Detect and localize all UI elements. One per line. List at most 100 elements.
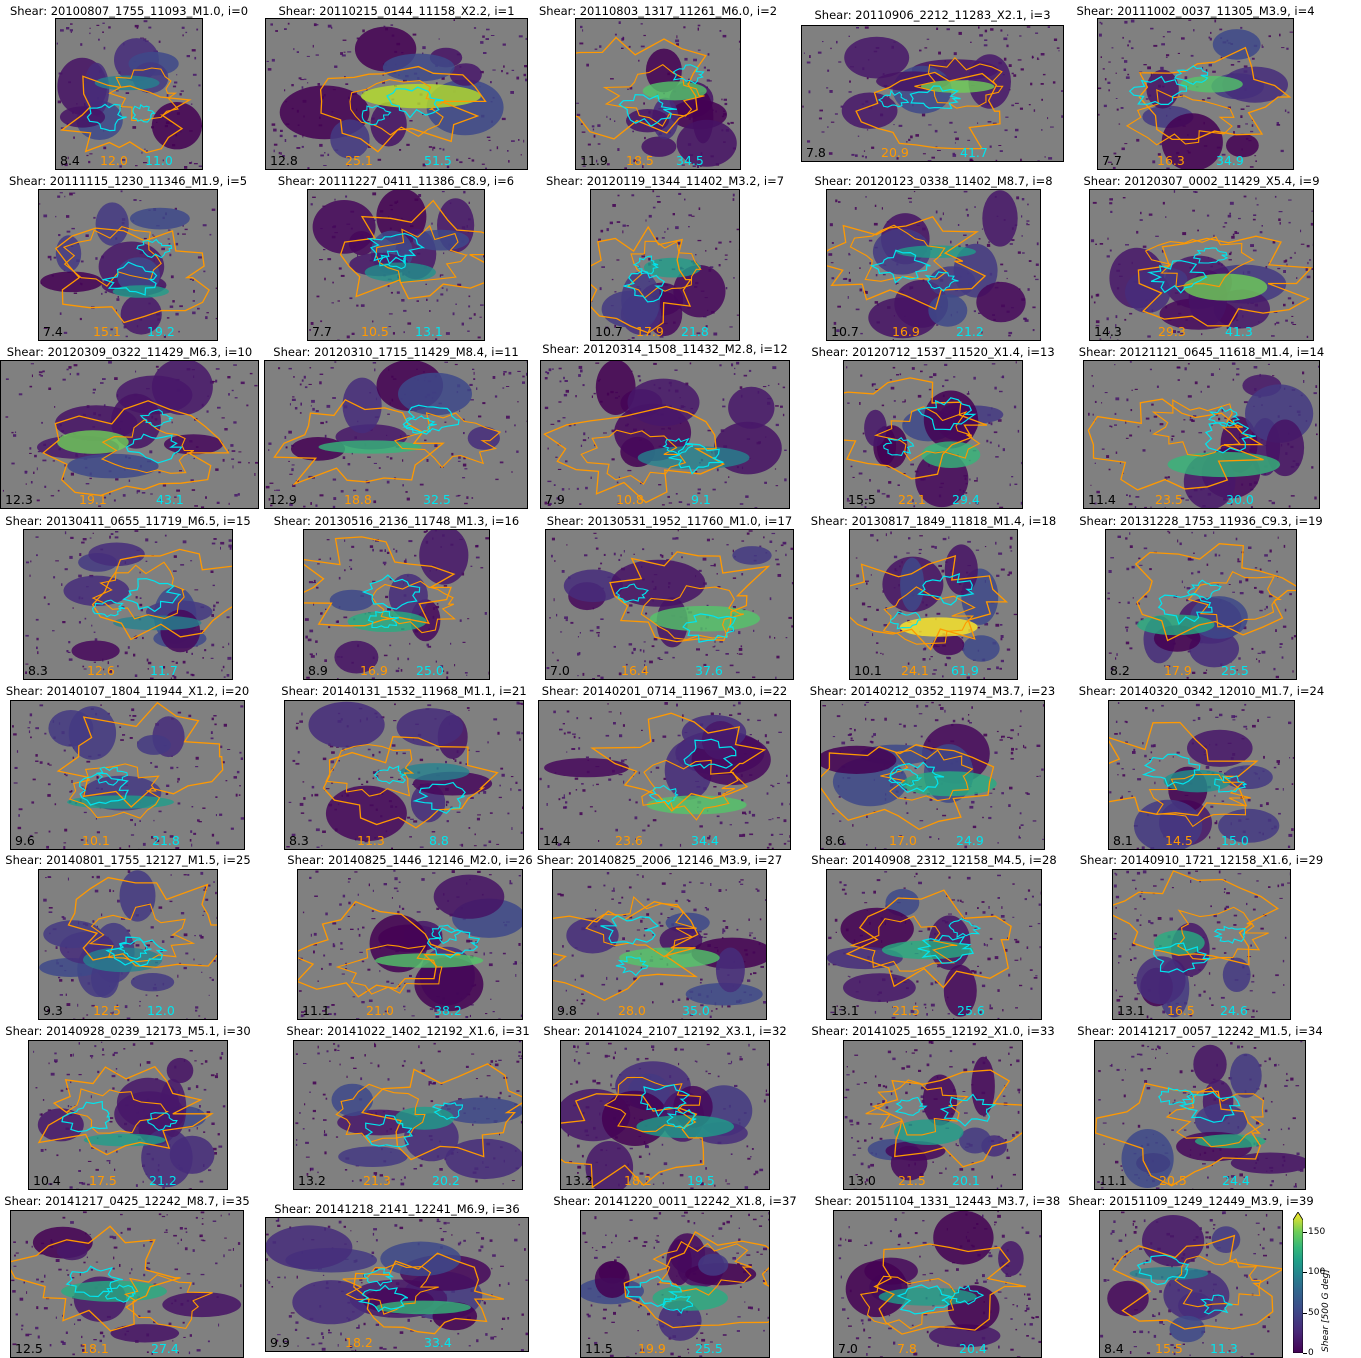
- shear-map: 7.4 15.1 19.2: [38, 189, 218, 341]
- colorbar-tick-mark: [1303, 1232, 1307, 1234]
- panel-value-2: 29.3: [1158, 324, 1186, 339]
- panel-title: Shear: 20141025_1655_12192_X1.0, i=33: [811, 1024, 1055, 1038]
- panel-value-1: 11.1: [302, 1003, 330, 1018]
- shear-field: [1098, 19, 1293, 169]
- shear-map: 9.3 12.5 12.0: [38, 869, 218, 1020]
- panel-value-3: 13.1: [415, 324, 443, 339]
- panel-value-1: 12.3: [5, 492, 33, 507]
- panel-value-3: 43.1: [156, 492, 184, 507]
- panel-value-2: 15.1: [93, 324, 121, 339]
- panel-value-1: 8.6: [825, 833, 845, 848]
- panel-value-3: 33.4: [424, 1335, 452, 1350]
- panel-value-1: 13.1: [831, 1003, 859, 1018]
- shear-field: [581, 1211, 769, 1357]
- panel-value-3: 25.5: [1221, 663, 1249, 678]
- panel-value-1: 14.3: [1094, 324, 1122, 339]
- shear-field: [1090, 190, 1313, 340]
- shear-field: [543, 361, 787, 508]
- panel-value-3: 24.6: [1220, 1003, 1248, 1018]
- panel-title: Shear: 20140910_1721_12158_X1.6, i=29: [1079, 853, 1324, 867]
- panel-value-1: 8.2: [1110, 663, 1130, 678]
- panel-value-2: 20.9: [881, 145, 909, 160]
- panel-value-2: 12.0: [100, 153, 128, 168]
- panel-value-2: 17.9: [1164, 663, 1192, 678]
- colorbar-tick-mark: [1303, 1353, 1307, 1354]
- panel-value-2: 21.5: [898, 1173, 926, 1188]
- panel-value-3: 37.6: [695, 663, 723, 678]
- shear-field: [591, 190, 739, 340]
- panel-value-1: 10.1: [854, 663, 882, 678]
- panel-value-3: 41.3: [1225, 324, 1253, 339]
- panel-title: Shear: 20130411_0655_11719_M6.5, i=15: [5, 514, 251, 528]
- shear-map: 7.0 16.4 37.6: [545, 529, 794, 680]
- panel-value-1: 10.4: [33, 1173, 61, 1188]
- panel-value-3: 30.0: [1226, 492, 1254, 507]
- panel-value-3: 24.9: [956, 833, 984, 848]
- panel-value-2: 10.5: [361, 324, 389, 339]
- shear-map: 14.4 23.6 34.4: [538, 700, 791, 850]
- shear-field: [821, 701, 1044, 849]
- colorbar: [1292, 1211, 1304, 1354]
- panel-value-2: 17.0: [889, 833, 917, 848]
- colorbar-tick-mark: [1303, 1272, 1307, 1274]
- shear-map: 9.6 10.1 21.8: [10, 700, 245, 850]
- panel-value-1: 13.2: [298, 1173, 326, 1188]
- panel-value-3: 21.8: [681, 324, 709, 339]
- panel-title: Shear: 20140320_0342_12010_M1.7, i=24: [1078, 684, 1325, 698]
- panel-value-3: 21.2: [956, 324, 984, 339]
- colorbar-gradient: [1292, 1211, 1304, 1354]
- panel-title: Shear: 20140107_1804_11944_X1.2, i=20: [5, 684, 250, 698]
- panel-value-2: 16.5: [1167, 1003, 1195, 1018]
- panel-value-3: 11.3: [1210, 1341, 1238, 1356]
- panel-value-1: 9.3: [43, 1003, 63, 1018]
- shear-map: 8.4 15.5 11.3: [1099, 1210, 1283, 1358]
- shear-map: 9.9 18.2 33.4: [265, 1217, 529, 1352]
- panel-value-1: 7.9: [545, 492, 565, 507]
- shear-map: 7.7 16.3 34.9: [1097, 18, 1294, 170]
- panel-value-2: 21.5: [892, 1003, 920, 1018]
- shear-field: [286, 701, 523, 849]
- shear-field: [539, 701, 790, 849]
- panel-value-3: 25.5: [695, 1341, 723, 1356]
- panel-value-1: 8.9: [308, 663, 328, 678]
- panel-value-1: 7.0: [838, 1341, 858, 1356]
- shear-map: 12.8 25.1 51.5: [265, 18, 528, 170]
- colorbar-tick-label: 0: [1308, 1348, 1314, 1358]
- panel-value-1: 7.0: [550, 663, 570, 678]
- panel-value-1: 9.6: [15, 833, 35, 848]
- shear-map: 9.8 28.0 35.0: [552, 869, 767, 1020]
- panel-value-3: 19.5: [687, 1173, 715, 1188]
- panel-value-2: 19.1: [79, 492, 107, 507]
- panel-value-1: 13.2: [565, 1173, 593, 1188]
- panel-value-2: 18.2: [624, 1173, 652, 1188]
- shear-field: [266, 1218, 528, 1351]
- shear-field: [11, 1211, 242, 1356]
- panel-value-2: 17.5: [89, 1173, 117, 1188]
- shear-field: [802, 26, 1063, 161]
- panel-value-3: 21.8: [152, 833, 180, 848]
- shear-field: [553, 872, 766, 1019]
- panel-title: Shear: 20141220_0011_12242_X1.8, i=37: [553, 1194, 797, 1208]
- panel-value-1: 8.1: [1113, 833, 1133, 848]
- panel-value-1: 14.4: [543, 833, 571, 848]
- shear-field: [1107, 530, 1296, 679]
- panel-value-1: 12.9: [269, 492, 297, 507]
- panel-title: Shear: 20111115_1230_11346_M1.9, i=5: [8, 174, 248, 188]
- panel-value-3: 27.4: [151, 1341, 179, 1356]
- panel-value-3: 21.2: [149, 1173, 177, 1188]
- panel-value-2: 20.5: [1159, 1173, 1187, 1188]
- shear-field: [266, 19, 527, 169]
- shear-field: [844, 361, 1022, 508]
- panel-value-2: 18.8: [344, 492, 372, 507]
- shear-map: 10.7 16.9 21.2: [826, 189, 1041, 341]
- panel-value-2: 23.5: [1155, 492, 1183, 507]
- shear-field: [265, 361, 527, 508]
- shear-field: [2, 361, 258, 508]
- panel-value-2: 16.9: [892, 324, 920, 339]
- shear-map: 10.4 17.5 21.2: [28, 1040, 228, 1190]
- panel-value-1: 12.5: [15, 1341, 43, 1356]
- panel-title: Shear: 20151104_1331_12443_M3.7, i=38: [814, 1194, 1061, 1208]
- panel-value-3: 11.0: [145, 153, 173, 168]
- shear-map: 11.1 21.0 38.2: [297, 869, 523, 1020]
- shear-field: [1113, 870, 1290, 1019]
